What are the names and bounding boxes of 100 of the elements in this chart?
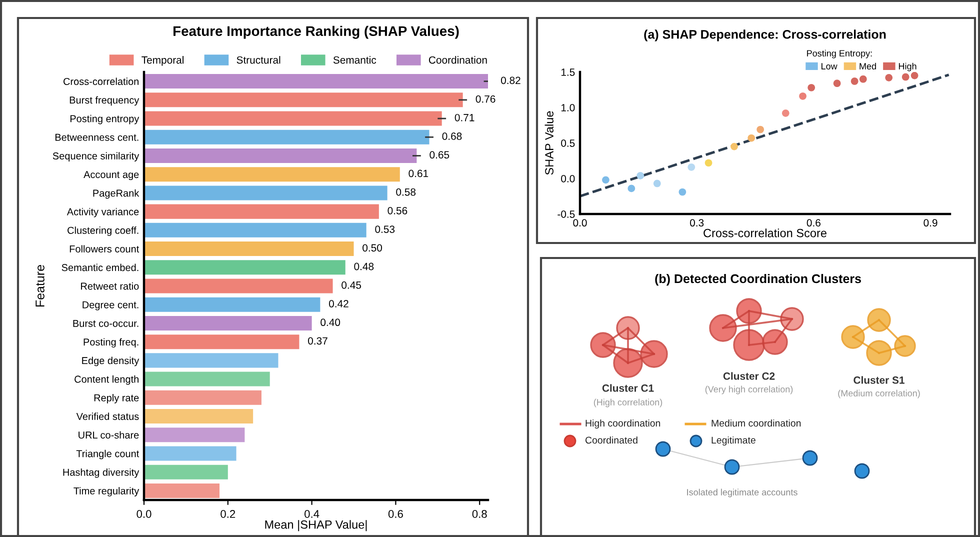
y-tick-label: PageRank xyxy=(93,189,140,199)
y-tick-label: Verified status xyxy=(76,412,139,420)
point xyxy=(678,188,686,196)
y-tick-label: URL co-share xyxy=(78,431,139,439)
y-tick-label: Hashtag diversity xyxy=(63,468,140,478)
bar xyxy=(144,92,463,108)
y-tick-label: Burst co-occur. xyxy=(73,320,138,327)
point xyxy=(636,172,644,180)
data-label: 0.42 xyxy=(328,300,348,308)
y-tick-label: Degree cent. xyxy=(82,301,138,310)
y-tick-label: Followers count xyxy=(70,245,140,253)
text: Cluster C2 xyxy=(723,372,775,380)
data-label: 0.65 xyxy=(430,151,450,159)
bar xyxy=(144,186,388,200)
text: (Medium correlation) xyxy=(838,390,920,398)
x-tick-label: 0.2 xyxy=(220,510,236,518)
y-tick-label: Burst frequency xyxy=(70,96,140,106)
text: Isolated legitimate accounts xyxy=(687,488,798,498)
bar xyxy=(144,242,354,256)
point xyxy=(799,92,806,100)
data-label: 0.48 xyxy=(354,262,374,270)
y-tick-label: Account age xyxy=(84,171,139,180)
point xyxy=(902,73,910,81)
bar xyxy=(144,464,228,480)
bar xyxy=(144,316,312,330)
y-tick-label: Reply rate xyxy=(94,394,139,404)
legend-label: High xyxy=(898,62,916,72)
data-label: 0.68 xyxy=(442,132,462,140)
x-tick-label: 0.3 xyxy=(690,219,704,227)
bar xyxy=(144,148,417,163)
data-label: 0.56 xyxy=(388,206,408,214)
point xyxy=(910,72,918,80)
data-label: 0.50 xyxy=(362,244,382,252)
y-tick-label: Triangle count xyxy=(76,450,140,460)
bar xyxy=(144,428,245,442)
y-tick-label: -0.5 xyxy=(558,210,575,218)
legend-label: Structural xyxy=(236,56,280,64)
point xyxy=(730,142,738,150)
bar xyxy=(144,390,262,405)
y-tick-label: Activity variance xyxy=(66,208,139,218)
bar xyxy=(144,74,488,89)
y-tick-label: Edge density xyxy=(82,356,140,366)
data-label: 0.45 xyxy=(342,281,362,289)
y-tick-label: Clustering coeff. xyxy=(68,226,138,236)
bar xyxy=(144,446,236,461)
point xyxy=(653,180,661,188)
point xyxy=(688,163,696,171)
chart-title: (a) SHAP Dependence: Cross-correlation xyxy=(644,30,886,42)
point xyxy=(850,78,858,85)
bar xyxy=(144,111,442,126)
x-axis-title: Mean |SHAP Value| xyxy=(265,520,367,532)
y-tick-label: 1.0 xyxy=(561,104,575,112)
text: High coordination xyxy=(586,419,660,429)
text: Cluster C1 xyxy=(602,384,654,392)
y-tick-label: Retweet ratio xyxy=(81,282,139,290)
y-tick-label: Posting entropy xyxy=(70,114,140,124)
x-axis-title: Cross-correlation Score xyxy=(704,228,826,238)
data-label: 0.37 xyxy=(308,337,328,345)
y-tick-label: Betweenness cent. xyxy=(55,134,138,141)
legend-label: Low xyxy=(822,63,838,70)
legend-label: Semantic xyxy=(333,56,376,64)
data-label: 0.58 xyxy=(396,188,416,196)
y-tick-label: Content length xyxy=(74,375,138,385)
text: Legitimate xyxy=(712,436,756,446)
point xyxy=(808,84,816,92)
text: Cluster S1 xyxy=(854,376,904,384)
data-label: 0.82 xyxy=(500,76,520,84)
x-tick-label: 0.6 xyxy=(806,219,820,227)
bar xyxy=(144,334,300,350)
point xyxy=(628,184,636,192)
point xyxy=(748,134,756,142)
text: Coordinated xyxy=(585,436,638,444)
point xyxy=(833,80,841,88)
bar xyxy=(144,204,379,219)
data-label: 0.53 xyxy=(375,226,395,233)
y-axis-title: Feature xyxy=(36,265,44,307)
y-tick-label: Cross-correlation xyxy=(64,78,138,86)
point xyxy=(602,176,610,184)
x-tick-label: 0.0 xyxy=(136,510,152,518)
x-tick-label: 0.0 xyxy=(573,219,587,227)
text: (Very high correlation) xyxy=(705,386,793,394)
bar xyxy=(144,278,333,294)
bar xyxy=(144,409,254,424)
data-label: 0.40 xyxy=(320,318,340,326)
y-tick-label: Semantic embed. xyxy=(62,264,138,272)
y-tick-label: Sequence similarity xyxy=(52,152,140,162)
bar xyxy=(144,297,320,312)
y-tick-label: Time regularity xyxy=(74,487,140,496)
legend-label: Coordination xyxy=(428,56,487,64)
point xyxy=(859,75,867,83)
point xyxy=(782,110,790,117)
point xyxy=(704,159,712,167)
data-label: 0.76 xyxy=(476,95,496,103)
bar xyxy=(144,130,430,144)
y-tick-label: 0.0 xyxy=(561,175,575,182)
bar xyxy=(144,167,400,182)
x-tick-label: 0.6 xyxy=(388,510,403,518)
bar xyxy=(144,222,366,238)
legend-label: Med xyxy=(860,62,876,70)
text: Medium coordination xyxy=(712,419,801,427)
